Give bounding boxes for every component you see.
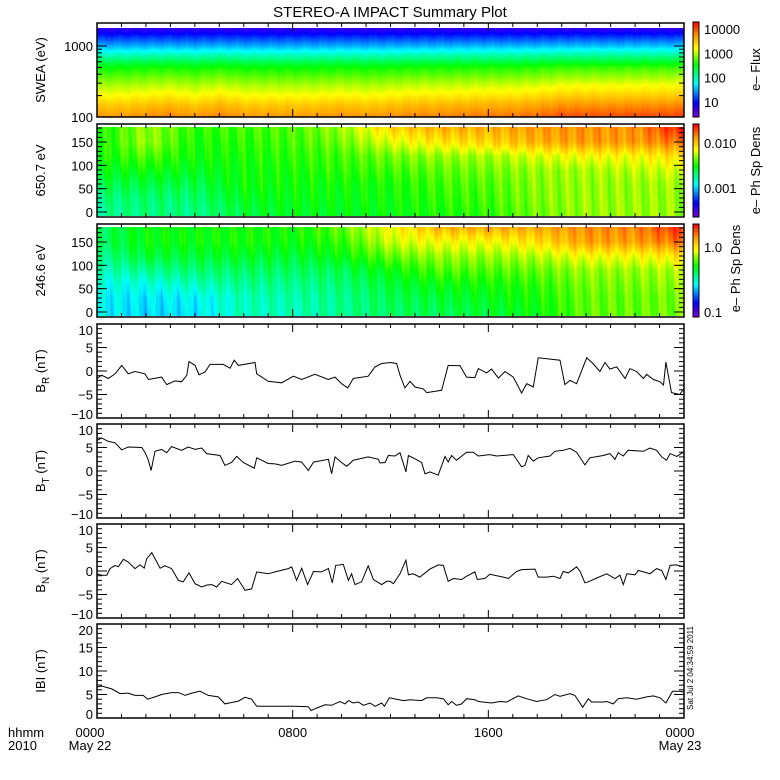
panel-frame bbox=[96, 423, 685, 519]
colorbar-scale bbox=[692, 223, 700, 318]
y-tick-label: 5 bbox=[86, 441, 93, 456]
y-axis-label: 246.6 eV bbox=[33, 244, 48, 296]
series-line-bt bbox=[96, 437, 684, 476]
panel-frame bbox=[96, 123, 685, 218]
panel-frame bbox=[96, 223, 685, 318]
y-label-unit: (nT) bbox=[33, 549, 48, 576]
y-tick-label: 0 bbox=[86, 464, 93, 479]
generation-timestamp: Sat Jul 2 04:34:59 2011 bbox=[686, 625, 695, 709]
y-tick-label: 10 bbox=[79, 523, 93, 538]
x-tick-label: 0000 bbox=[666, 725, 695, 740]
y-tick-label: 5 bbox=[86, 688, 93, 703]
y-tick-label: 0 bbox=[86, 205, 93, 220]
series-line-bn bbox=[96, 551, 684, 591]
y-tick-label: 10 bbox=[79, 423, 93, 438]
y-label-main: IBI bbox=[33, 677, 48, 693]
plot-title: STEREO-A IMPACT Summary Plot bbox=[273, 4, 507, 21]
colorbar-pad-650: 0.001 0.010 e– Ph Sp Dens bbox=[692, 123, 763, 218]
y-axis-label: BT (nT) bbox=[33, 450, 52, 492]
colorbar-tick-label: 10000 bbox=[704, 22, 740, 37]
x-date-label: May 23 bbox=[659, 738, 702, 753]
colorbar-label: e– Ph Sp Dens bbox=[728, 224, 743, 312]
series-line-br bbox=[96, 356, 685, 396]
panel-bn: −10 −5 0 5 10 BN (nT) bbox=[33, 523, 685, 622]
y-label-main: B bbox=[33, 384, 48, 393]
panel-br: −10 −5 0 5 10 BR (nT) bbox=[33, 323, 685, 422]
y-label-unit: (nT) bbox=[33, 450, 48, 477]
panel-bmag: 0 5 10 15 20 IBI (nT) bbox=[33, 623, 685, 722]
y-tick-label: 0 bbox=[86, 707, 93, 722]
y-tick-label: 50 bbox=[79, 182, 93, 197]
y-tick-label: 10 bbox=[79, 664, 93, 679]
series-line-bmag bbox=[96, 685, 685, 712]
y-tick-label: 100 bbox=[71, 158, 93, 173]
y-label-subscript: R bbox=[41, 377, 52, 384]
y-label-main: B bbox=[33, 483, 48, 492]
x-tick-label: 1600 bbox=[474, 725, 503, 740]
x-tick-label: 0000 bbox=[76, 725, 105, 740]
colorbar-scale bbox=[692, 21, 700, 118]
colorbar-tick-label: 0.001 bbox=[704, 181, 737, 196]
colorbar-tick-label: 0.1 bbox=[704, 305, 722, 320]
y-tick-label: 5 bbox=[86, 341, 93, 356]
colorbar-tick-label: 10 bbox=[704, 95, 718, 110]
y-tick-label: 0 bbox=[86, 305, 93, 320]
colorbar-swea: 10 100 1000 10000 e– Flux bbox=[692, 21, 763, 118]
pitch-angle-650-spectrogram bbox=[97, 127, 684, 216]
colorbar-tick-label: 100 bbox=[704, 71, 726, 86]
y-axis-label: IBI (nT) bbox=[33, 649, 48, 692]
y-tick-label: 150 bbox=[71, 235, 93, 250]
colorbar-pad-246: 0.1 1.0 e– Ph Sp Dens bbox=[692, 223, 743, 320]
colorbar-tick-label: 1000 bbox=[704, 46, 733, 61]
panel-frame bbox=[96, 523, 685, 619]
y-axis-label: BN (nT) bbox=[33, 549, 52, 592]
y-tick-label: 1000 bbox=[64, 39, 93, 54]
y-axis-label: BR (nT) bbox=[33, 349, 52, 392]
colorbar-tick-label: 0.010 bbox=[704, 136, 737, 151]
y-tick-label: 10 bbox=[79, 323, 93, 338]
panel-frame bbox=[96, 623, 685, 719]
y-tick-label: −5 bbox=[78, 388, 93, 403]
panel-pad-650: 0 50 100 150 650.7 eV bbox=[33, 123, 685, 220]
x-tick-label: 0800 bbox=[278, 725, 307, 740]
y-tick-label: 20 bbox=[79, 623, 93, 638]
y-tick-label: −5 bbox=[78, 488, 93, 503]
y-tick-label: 0 bbox=[86, 364, 93, 379]
y-tick-label: −10 bbox=[71, 507, 93, 522]
panel-frame bbox=[96, 323, 685, 419]
panel-swea: 100 1000 SWEA (eV) bbox=[33, 22, 685, 125]
y-axis-label: 650.7 eV bbox=[33, 144, 48, 196]
y-tick-label: 15 bbox=[79, 641, 93, 656]
pitch-angle-246-spectrogram bbox=[97, 227, 684, 316]
x-date-label: May 22 bbox=[69, 738, 112, 753]
colorbar-label: e– Flux bbox=[748, 48, 763, 91]
y-tick-label: 0 bbox=[86, 564, 93, 579]
panel-bt: −10 −5 0 5 10 BT (nT) bbox=[33, 423, 685, 522]
swea-spectrogram bbox=[97, 28, 684, 117]
y-tick-label: 100 bbox=[71, 110, 93, 125]
colorbar-scale bbox=[692, 123, 700, 218]
y-tick-label: 50 bbox=[79, 282, 93, 297]
y-tick-label: 5 bbox=[86, 541, 93, 556]
panel-frame bbox=[96, 22, 685, 118]
y-tick-label: −5 bbox=[78, 588, 93, 603]
x-year-label: 2010 bbox=[8, 738, 37, 753]
y-label-subscript: T bbox=[41, 477, 52, 483]
y-label-unit: (nT) bbox=[33, 349, 48, 376]
colorbar-label: e– Ph Sp Dens bbox=[748, 126, 763, 214]
y-tick-label: 100 bbox=[71, 258, 93, 273]
y-label-subscript: N bbox=[41, 577, 52, 584]
colorbar-tick-label: 1.0 bbox=[704, 240, 722, 255]
y-tick-label: −10 bbox=[71, 407, 93, 422]
y-axis-label: SWEA (eV) bbox=[33, 37, 48, 103]
y-label-main: B bbox=[33, 584, 48, 593]
y-tick-label: −10 bbox=[71, 607, 93, 622]
y-tick-label: 150 bbox=[71, 135, 93, 150]
panel-pad-246: 0 50 100 150 246.6 eV bbox=[33, 223, 685, 320]
y-label-unit: (nT) bbox=[33, 649, 48, 676]
x-unit-label: hhmm bbox=[8, 725, 44, 740]
